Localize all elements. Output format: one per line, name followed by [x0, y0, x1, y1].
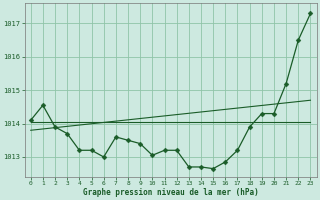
- X-axis label: Graphe pression niveau de la mer (hPa): Graphe pression niveau de la mer (hPa): [83, 188, 259, 197]
